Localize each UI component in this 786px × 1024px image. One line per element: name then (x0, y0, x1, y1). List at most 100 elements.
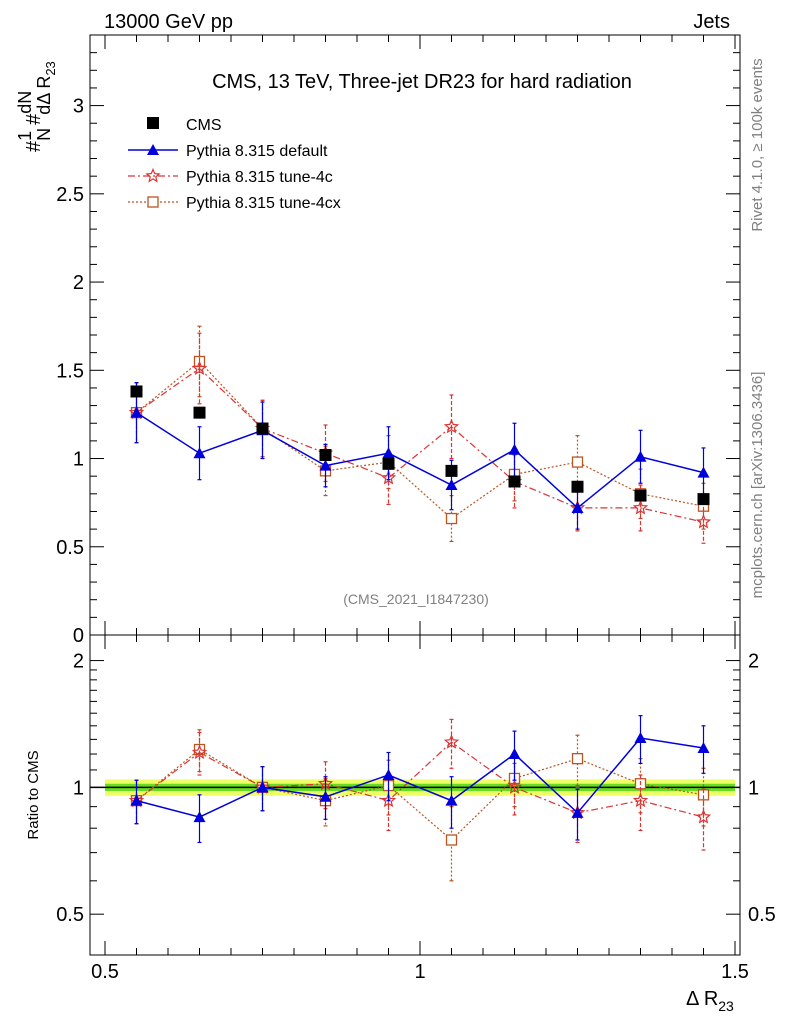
ratio-ytick-label-right: 0.5 (748, 904, 776, 926)
tune4cx-line (136, 360, 704, 520)
main-ytick-label: 0 (73, 625, 84, 647)
tune4c-point (695, 809, 712, 824)
cms-point (382, 457, 395, 470)
xtick-label: 0.5 (91, 961, 119, 983)
cms-point (571, 480, 584, 493)
cms-point (445, 464, 458, 477)
default-point (382, 447, 395, 459)
mcplots-label: mcplots.cern.ch [arXiv:1306.3436] (749, 372, 766, 599)
ratio-ytick-label: 1 (73, 777, 84, 799)
ylabel-dN: dN (15, 91, 35, 114)
tune4c-point (191, 360, 208, 376)
series-default (130, 715, 710, 844)
ratio-ylabel: Ratio to CMS (25, 750, 42, 839)
header-energy: 13000 GeV pp (104, 11, 233, 33)
legend-default-marker (147, 144, 159, 155)
main-ytick-label: 2.5 (56, 184, 84, 206)
header-process: Jets (693, 11, 730, 33)
default-point (319, 459, 332, 471)
ratio-ytick-label: 0.5 (56, 904, 84, 926)
series-tune4c (128, 332, 712, 544)
ratio-axes: 0.5 0.5 1 1 2 2 0.5 1 1.5 (56, 635, 776, 983)
series-cms (130, 385, 710, 506)
default-point (445, 794, 458, 806)
default-point (382, 768, 395, 780)
default-point (571, 806, 584, 818)
cms-point (130, 385, 143, 398)
legend-default-label: Pythia 8.315 default (186, 143, 328, 160)
tune4c-point (443, 734, 460, 749)
ylabel-dDR: dΔ R (34, 76, 54, 115)
default-point (256, 781, 269, 793)
ylabel-N: N (34, 128, 54, 141)
ylabel-hash1: # (23, 140, 45, 152)
tune4c-point (632, 499, 649, 515)
default-line (136, 737, 704, 818)
ylabel-sub: 23 (43, 61, 58, 75)
default-point (130, 406, 143, 418)
main-series (128, 325, 712, 544)
cms-point (193, 406, 206, 419)
default-point (697, 742, 710, 754)
tune4cx-point (571, 753, 584, 765)
default-point (193, 811, 206, 823)
legend-tune4c-label: Pythia 8.315 tune-4c (186, 169, 333, 186)
ratio-ytick-label-right: 2 (748, 651, 759, 673)
cms-point (319, 449, 332, 461)
ylabel-one: 1 (15, 131, 35, 141)
cms-point (697, 493, 710, 506)
svg-text:#1N#dNdΔ R23: #1N#dNdΔ R23 (15, 61, 58, 152)
series-tune4cx (130, 325, 710, 543)
tune4c-point (632, 792, 649, 808)
default-point (571, 501, 584, 513)
main-ytick-label: 3 (73, 96, 84, 118)
default-point (319, 790, 332, 802)
xtick-label: 1.5 (721, 961, 749, 983)
ratio-plot-frame (89, 634, 741, 956)
main-ytick-label: 1 (73, 449, 84, 471)
series-default (130, 382, 710, 530)
tune4cx-point (445, 834, 458, 846)
main-ytick-label: 2 (73, 272, 84, 294)
main-ytick-label: 0.5 (56, 537, 84, 559)
xlabel: Δ R23 (686, 988, 734, 1014)
xtick-label: 1 (414, 961, 425, 983)
default-line (136, 411, 704, 509)
main-axes: 0 0.5 1 1.5 2 2.5 3 (56, 35, 740, 647)
legend-cms-label: CMS (186, 117, 222, 134)
xlabel-main: Δ R (686, 988, 718, 1010)
tune4c-point (695, 514, 712, 529)
tune4c-point (506, 779, 523, 794)
default-point (508, 443, 521, 455)
tune4c-point (191, 744, 208, 760)
ylabel-hash2: # (23, 113, 45, 125)
main-plot: 0 0.5 1 1.5 2 2.5 3 CMS, 13 TeV, Three-jet DR2… (15, 34, 741, 647)
cms-point (256, 422, 269, 435)
tune4c-line (136, 741, 704, 818)
main-ylabel: #1N#dNdΔ R23 (15, 61, 58, 152)
default-point (445, 479, 458, 490)
default-point (634, 450, 647, 462)
plot-title: CMS, 13 TeV, Three-jet DR23 for hard rad… (212, 71, 632, 93)
default-point (634, 731, 647, 743)
tune4c-point (380, 792, 397, 808)
analysis-tag: (CMS_2021_I1847230) (343, 591, 489, 607)
tune4cx-point (571, 456, 584, 468)
xlabel-sub: 23 (718, 998, 734, 1014)
cms-point (508, 475, 521, 488)
tune4cx-line (136, 748, 704, 841)
default-point (193, 447, 206, 459)
default-point (508, 748, 521, 760)
ratio-plot: 0.5 0.5 1 1 2 2 0.5 1 1.5 Ratio to CMS Δ R23 (25, 634, 776, 1014)
cms-point (634, 489, 647, 502)
tune4c-line (136, 367, 704, 523)
ratio-ytick-label: 2 (73, 651, 84, 673)
legend-cms-marker (147, 117, 159, 129)
default-point (130, 794, 143, 806)
legend-tune4cx-marker (147, 196, 159, 208)
tune4cx-point (445, 512, 458, 525)
legend-tune4cx-label: Pythia 8.315 tune-4cx (186, 195, 341, 212)
ratio-ytick-label-right: 1 (748, 777, 759, 799)
legend: CMS Pythia 8.315 default Pythia 8.315 tu… (128, 117, 341, 212)
